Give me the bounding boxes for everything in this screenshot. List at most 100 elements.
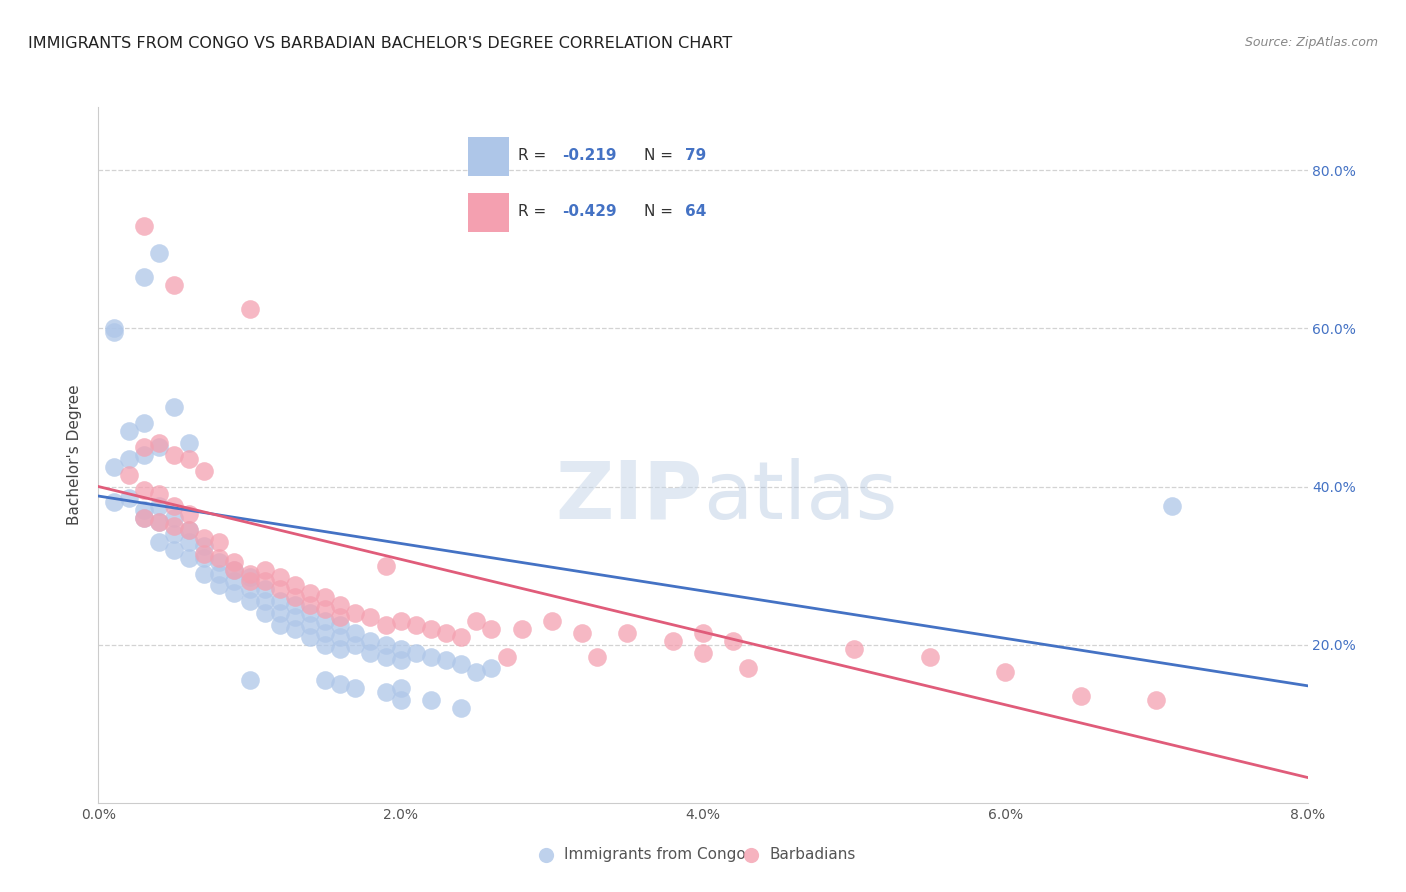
Point: [314, 625, 336, 640]
Point: [465, 614, 488, 628]
Text: IMMIGRANTS FROM CONGO VS BARBADIAN BACHELOR'S DEGREE CORRELATION CHART: IMMIGRANTS FROM CONGO VS BARBADIAN BACHE…: [28, 36, 733, 51]
Point: [284, 610, 307, 624]
Point: [179, 523, 201, 537]
Point: [269, 606, 291, 620]
Point: [389, 681, 412, 695]
Point: [692, 646, 714, 660]
Point: [405, 618, 427, 632]
Point: [179, 550, 201, 565]
Point: [269, 618, 291, 632]
Point: [132, 448, 155, 462]
Point: [132, 483, 155, 498]
Text: Barbadians: Barbadians: [769, 847, 856, 863]
Point: [299, 630, 322, 644]
Point: [299, 618, 322, 632]
Point: [208, 550, 231, 565]
Point: [239, 301, 262, 316]
Point: [179, 436, 201, 450]
Point: [148, 534, 170, 549]
Point: [224, 586, 246, 600]
Point: [284, 598, 307, 612]
Point: [510, 622, 533, 636]
Point: [284, 578, 307, 592]
Point: [314, 638, 336, 652]
Point: [314, 614, 336, 628]
Point: [389, 693, 412, 707]
Point: [132, 503, 155, 517]
Point: [420, 622, 443, 636]
Point: [148, 515, 170, 529]
Point: [179, 534, 201, 549]
Point: [118, 424, 141, 438]
Point: [163, 277, 186, 292]
Point: [239, 570, 262, 584]
Point: [132, 440, 155, 454]
Point: [329, 598, 352, 612]
Point: [163, 527, 186, 541]
Point: [118, 467, 141, 482]
Point: [132, 511, 155, 525]
Point: [737, 661, 759, 675]
Point: [132, 219, 155, 233]
Point: [239, 574, 262, 589]
Point: [269, 570, 291, 584]
Point: [692, 625, 714, 640]
Point: [481, 622, 503, 636]
Point: [193, 464, 215, 478]
Point: [239, 566, 262, 581]
Point: [481, 661, 503, 675]
Point: [193, 566, 215, 581]
Point: [148, 440, 170, 454]
Point: [132, 417, 155, 431]
Point: [374, 638, 396, 652]
Point: [148, 246, 170, 260]
Point: [179, 507, 201, 521]
Point: [844, 641, 866, 656]
Point: [389, 614, 412, 628]
Point: [284, 622, 307, 636]
Point: [586, 649, 609, 664]
Point: [329, 641, 352, 656]
Point: [994, 665, 1017, 680]
Point: [540, 614, 562, 628]
Text: ZIP: ZIP: [555, 458, 703, 536]
Point: [450, 701, 472, 715]
Point: [103, 321, 125, 335]
Point: [374, 558, 396, 573]
Point: [329, 610, 352, 624]
Point: [132, 270, 155, 285]
Point: [329, 618, 352, 632]
Point: [450, 630, 472, 644]
Point: [1070, 689, 1092, 703]
Point: [253, 574, 276, 589]
Point: [389, 653, 412, 667]
Point: [465, 665, 488, 680]
Point: [450, 657, 472, 672]
Point: [329, 677, 352, 691]
Point: [103, 326, 125, 340]
Point: [118, 491, 141, 506]
Point: [224, 555, 246, 569]
Point: [132, 511, 155, 525]
Point: [299, 586, 322, 600]
Point: [224, 574, 246, 589]
Point: [918, 649, 941, 664]
Point: [163, 519, 186, 533]
Point: [314, 602, 336, 616]
Point: [495, 649, 517, 664]
Point: [193, 539, 215, 553]
Point: [253, 563, 276, 577]
Point: [208, 578, 231, 592]
Point: [103, 459, 125, 474]
Point: [360, 610, 382, 624]
Point: [193, 547, 215, 561]
Point: [360, 646, 382, 660]
Point: [148, 487, 170, 501]
Point: [208, 566, 231, 581]
Point: [179, 523, 201, 537]
Point: [269, 582, 291, 597]
Point: [314, 673, 336, 688]
Point: [329, 630, 352, 644]
Point: [374, 618, 396, 632]
Point: [208, 534, 231, 549]
